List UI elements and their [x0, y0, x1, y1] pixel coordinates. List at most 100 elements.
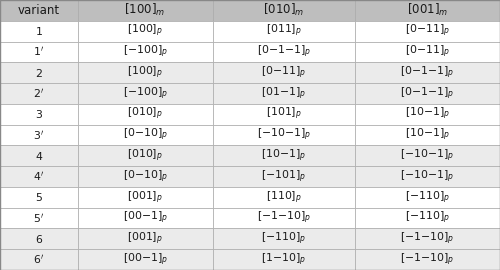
Bar — [212, 187, 355, 208]
Text: $[-10{-}1]_p$: $[-10{-}1]_p$ — [256, 127, 311, 143]
Text: $[-1{-}10]_p$: $[-1{-}10]_p$ — [400, 251, 454, 268]
Bar — [212, 145, 355, 166]
Bar — [212, 0, 355, 21]
Bar — [212, 166, 355, 187]
Bar — [355, 166, 500, 187]
Bar — [355, 145, 500, 166]
Text: $6$: $6$ — [34, 233, 43, 245]
Text: $4'$: $4'$ — [33, 170, 44, 183]
Text: $6'$: $6'$ — [33, 253, 44, 266]
Bar — [355, 62, 500, 83]
Bar — [212, 104, 355, 125]
Text: $[001]_m$: $[001]_m$ — [407, 2, 448, 18]
Text: $5'$: $5'$ — [33, 212, 44, 225]
Text: $[0{-}11]_p$: $[0{-}11]_p$ — [405, 23, 450, 39]
Text: $1$: $1$ — [35, 25, 42, 37]
Text: $[00{-}1]_p$: $[00{-}1]_p$ — [122, 210, 168, 226]
Bar — [0, 228, 78, 249]
Text: $[010]_p$: $[010]_p$ — [127, 106, 163, 122]
Text: $[-10{-}1]_p$: $[-10{-}1]_p$ — [400, 148, 454, 164]
Bar — [212, 208, 355, 228]
Text: $[-110]_p$: $[-110]_p$ — [262, 231, 306, 247]
Text: $[100]_p$: $[100]_p$ — [127, 23, 163, 39]
Text: $[-101]_p$: $[-101]_p$ — [262, 168, 306, 185]
Text: $[10{-}1]_p$: $[10{-}1]_p$ — [405, 106, 450, 122]
Text: $[-10{-}1]_p$: $[-10{-}1]_p$ — [400, 168, 454, 185]
Text: $2$: $2$ — [35, 67, 42, 79]
Bar — [0, 145, 78, 166]
Text: $[101]_p$: $[101]_p$ — [266, 106, 302, 122]
Bar — [0, 125, 78, 145]
Text: $3$: $3$ — [35, 108, 43, 120]
Text: $[010]_m$: $[010]_m$ — [263, 2, 304, 18]
Text: $[100]_m$: $[100]_m$ — [124, 2, 166, 18]
Text: $[011]_p$: $[011]_p$ — [266, 23, 302, 39]
Bar — [212, 21, 355, 42]
Text: $[0{-}11]_p$: $[0{-}11]_p$ — [262, 65, 306, 81]
Text: $[0{-}11]_p$: $[0{-}11]_p$ — [405, 44, 450, 60]
Bar — [212, 125, 355, 145]
Bar — [212, 249, 355, 270]
Text: $3'$: $3'$ — [33, 129, 44, 141]
Text: $[1{-}10]_p$: $[1{-}10]_p$ — [262, 251, 306, 268]
Bar — [0, 166, 78, 187]
Bar — [0, 187, 78, 208]
Bar — [78, 62, 212, 83]
Bar — [0, 0, 78, 21]
Text: $[-1{-}10]_p$: $[-1{-}10]_p$ — [256, 210, 311, 226]
Text: $[0{-}1{-}1]_p$: $[0{-}1{-}1]_p$ — [400, 85, 454, 102]
Text: $[00{-}1]_p$: $[00{-}1]_p$ — [122, 251, 168, 268]
Text: $[-100]_p$: $[-100]_p$ — [122, 85, 168, 102]
Text: $[-1{-}10]_p$: $[-1{-}10]_p$ — [400, 231, 454, 247]
Text: $[001]_p$: $[001]_p$ — [127, 189, 163, 205]
Text: $[-100]_p$: $[-100]_p$ — [122, 44, 168, 60]
Bar — [355, 228, 500, 249]
Text: $[0{-}10]_p$: $[0{-}10]_p$ — [122, 168, 168, 185]
Bar — [78, 145, 212, 166]
Bar — [355, 125, 500, 145]
Bar — [78, 104, 212, 125]
Bar — [355, 21, 500, 42]
Text: $2'$: $2'$ — [33, 87, 44, 100]
Bar — [355, 83, 500, 104]
Text: $[110]_p$: $[110]_p$ — [266, 189, 302, 205]
Bar — [0, 21, 78, 42]
Bar — [78, 208, 212, 228]
Bar — [0, 104, 78, 125]
Bar — [78, 166, 212, 187]
Text: $[10{-}1]_p$: $[10{-}1]_p$ — [262, 148, 306, 164]
Text: variant: variant — [18, 4, 60, 17]
Text: $[0{-}10]_p$: $[0{-}10]_p$ — [122, 127, 168, 143]
Bar — [78, 125, 212, 145]
Bar — [0, 249, 78, 270]
Bar — [78, 21, 212, 42]
Bar — [355, 249, 500, 270]
Text: $[100]_p$: $[100]_p$ — [127, 65, 163, 81]
Bar — [0, 83, 78, 104]
Text: $[0{-}1{-}1]_p$: $[0{-}1{-}1]_p$ — [400, 65, 454, 81]
Bar — [0, 208, 78, 228]
Text: $[-110]_p$: $[-110]_p$ — [405, 189, 450, 205]
Bar — [212, 83, 355, 104]
Bar — [78, 228, 212, 249]
Text: $4$: $4$ — [34, 150, 43, 162]
Bar — [78, 42, 212, 62]
Text: $[010]_p$: $[010]_p$ — [127, 148, 163, 164]
Bar — [212, 62, 355, 83]
Text: $1'$: $1'$ — [33, 45, 44, 58]
Text: $[0{-}1{-}1]_p$: $[0{-}1{-}1]_p$ — [256, 44, 311, 60]
Bar — [355, 104, 500, 125]
Bar — [0, 42, 78, 62]
Bar — [78, 83, 212, 104]
Text: $[10{-}1]_p$: $[10{-}1]_p$ — [405, 127, 450, 143]
Bar — [355, 42, 500, 62]
Bar — [355, 187, 500, 208]
Bar — [212, 42, 355, 62]
Bar — [355, 208, 500, 228]
Text: $[001]_p$: $[001]_p$ — [127, 231, 163, 247]
Bar — [78, 187, 212, 208]
Bar — [355, 0, 500, 21]
Bar — [0, 62, 78, 83]
Bar — [78, 0, 212, 21]
Bar — [78, 249, 212, 270]
